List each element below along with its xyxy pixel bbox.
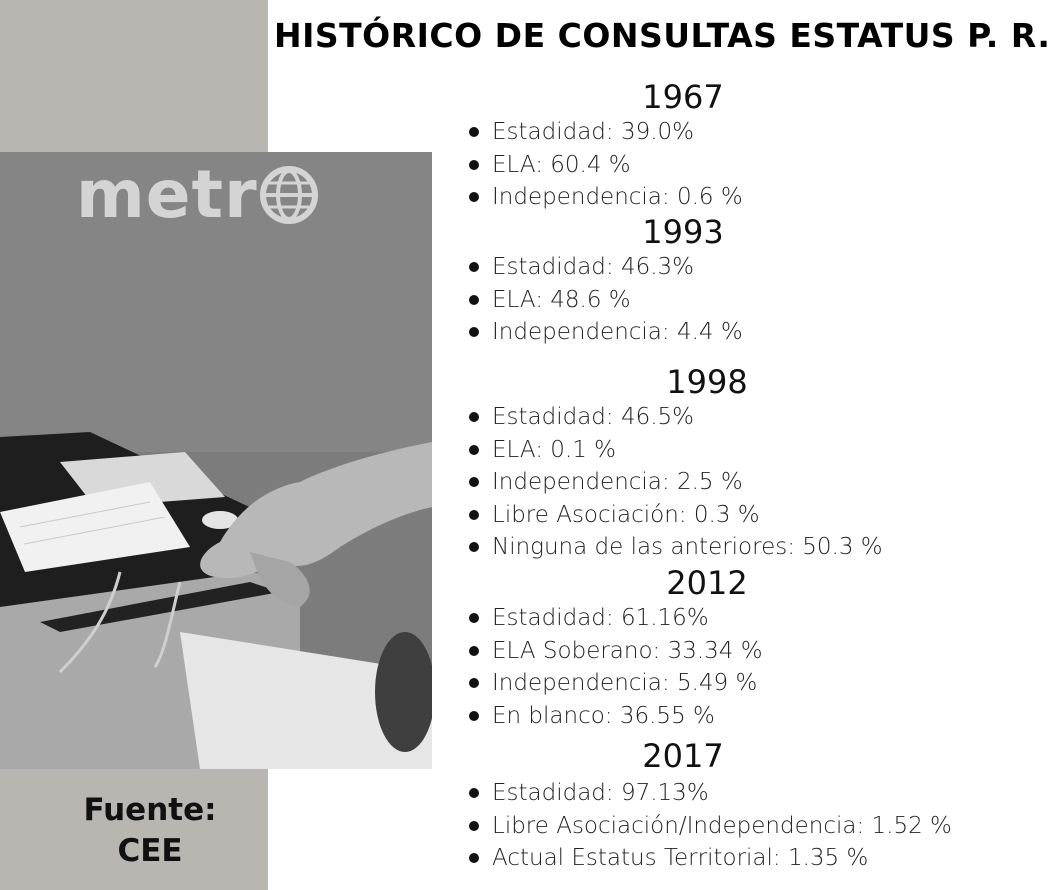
year-heading-1967: 1967 [642,78,724,116]
source-name: CEE [117,833,183,869]
list-item: Estadidad: 61.16% [466,602,763,635]
source-heading: Fuente: [83,792,217,828]
list-item: Independencia: 0.6 % [466,181,743,214]
list-item: Independencia: 2.5 % [466,466,883,499]
logo-text: metr [76,156,258,233]
metro-logo: metr [76,160,318,230]
year-heading-1998: 1998 [666,363,748,401]
list-item: ELA: 60.4 % [466,149,743,182]
source-label: Fuente: CEE [60,790,240,872]
year-heading-2012: 2012 [666,564,748,602]
list-item: Independencia: 4.4 % [466,316,743,349]
list-item: ELA: 0.1 % [466,434,883,467]
year-heading-2017: 2017 [642,737,724,775]
globe-icon [259,166,318,224]
results-list-1993: Estadidad: 46.3% ELA: 48.6 % Independenc… [466,251,743,349]
results-list-1998: Estadidad: 46.5% ELA: 0.1 % Independenci… [466,401,883,564]
results-list-1967: Estadidad: 39.0% ELA: 60.4 % Independenc… [466,116,743,214]
list-item: Libre Asociación: 0.3 % [466,499,883,532]
list-item: Estadidad: 46.3% [466,251,743,284]
page-title: HISTÓRICO DE CONSULTAS ESTATUS P. R. [274,16,1051,55]
list-item: Independencia: 5.49 % [466,667,763,700]
results-list-2017: Estadidad: 97.13% Libre Asociación/Indep… [466,777,952,875]
list-item: Estadidad: 97.13% [466,777,952,810]
list-item: En blanco: 36.55 % [466,700,763,733]
list-item: ELA: 48.6 % [466,284,743,317]
results-list-2012: Estadidad: 61.16% ELA Soberano: 33.34 % … [466,602,763,732]
list-item: Estadidad: 46.5% [466,401,883,434]
list-item: Libre Asociación/Independencia: 1.52 % [466,810,952,843]
year-heading-1993: 1993 [642,213,724,251]
list-item: Actual Estatus Territorial: 1.35 % [466,842,952,875]
voting-photo [0,152,432,769]
list-item: Estadidad: 39.0% [466,116,743,149]
list-item: ELA Soberano: 33.34 % [466,635,763,668]
list-item: Ninguna de las anteriores: 50.3 % [466,531,883,564]
